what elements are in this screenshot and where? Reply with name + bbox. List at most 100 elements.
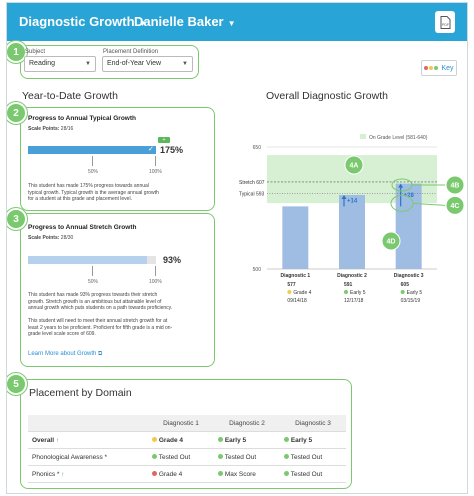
subject-label: Subject bbox=[25, 49, 46, 55]
red-dot-icon bbox=[424, 66, 429, 70]
table-header: Diagnostic 2 bbox=[214, 415, 280, 432]
bar-value-label: 591 bbox=[344, 282, 353, 288]
level-label: Early 5 bbox=[407, 290, 423, 296]
chevron-down-icon: ▼ bbox=[227, 19, 236, 28]
table-header: Diagnostic 1 bbox=[148, 415, 214, 432]
callout-4c-leader bbox=[412, 202, 446, 206]
student-dropdown[interactable]: Danielle Baker ▼ bbox=[134, 14, 236, 29]
svg-text:PDF: PDF bbox=[442, 23, 449, 27]
chevron-down-icon: ▼ bbox=[85, 61, 91, 67]
date-label: 09/14/18 bbox=[287, 298, 307, 304]
table-cell: Tested Out bbox=[214, 448, 280, 466]
pdf-icon: PDF bbox=[440, 15, 450, 29]
scale-value: 28/30 bbox=[60, 235, 74, 241]
external-link-icon: ⧉ bbox=[98, 351, 103, 357]
legend-label: On Grade Level (581-640) bbox=[369, 135, 428, 141]
tick-50: 50% bbox=[88, 279, 99, 285]
callout-5: 5 bbox=[7, 373, 27, 395]
table-row: Phonics * ↑ Grade 4 Max Score Tested Out bbox=[28, 465, 346, 483]
overall-growth-chart: On Grade Level (581-640) 650 500 Diagnostic… bbox=[239, 134, 465, 304]
ytd-heading: Year-to-Date Growth bbox=[22, 90, 118, 102]
typical-growth-card bbox=[20, 107, 215, 211]
legend-swatch bbox=[360, 134, 366, 139]
cell-value: Early 5 bbox=[224, 436, 247, 444]
tick-50-mark bbox=[92, 156, 93, 166]
callout-4d-label: 4D bbox=[387, 239, 396, 246]
callout-4d bbox=[381, 231, 401, 251]
bar-diagnostic-3 bbox=[395, 183, 422, 269]
date-label: 12/17/18 bbox=[344, 298, 364, 304]
y-tick-label: 500 bbox=[253, 267, 262, 273]
stretch-bar-fill bbox=[28, 256, 148, 264]
placement-table: Diagnostic 1 Diagnostic 2 Diagnostic 3 O… bbox=[28, 415, 346, 483]
placement-select[interactable]: End-of-Year View ▼ bbox=[102, 56, 193, 72]
stretch-label: Stretch 607 bbox=[239, 180, 265, 186]
callout-4c-label: 4C bbox=[451, 203, 460, 210]
cell-value: Tested Out bbox=[224, 453, 257, 461]
callout-4b-label: 4B bbox=[451, 182, 460, 189]
chevron-down-icon: ▼ bbox=[182, 61, 188, 67]
y-tick-label: 650 bbox=[253, 145, 262, 151]
table-cell: Tested Out bbox=[148, 448, 214, 466]
date-label: 03/15/19 bbox=[401, 298, 421, 304]
status-dot-icon bbox=[284, 470, 289, 476]
placement-heading: Placement by Domain bbox=[29, 387, 132, 399]
typical-bar-fill bbox=[28, 146, 156, 154]
table-cell: Early 5 bbox=[280, 431, 346, 449]
subject-select[interactable]: Reading ▼ bbox=[24, 56, 96, 72]
stretch-description: This student has made 93% progress towar… bbox=[28, 292, 173, 311]
growth-label: +14 bbox=[347, 199, 358, 205]
domain-label: Phonological Awareness * bbox=[32, 453, 108, 461]
scale-label: Scale Points: bbox=[28, 126, 60, 132]
typical-title: Progress to Annual Typical Growth bbox=[28, 115, 136, 122]
tick-100-mark bbox=[155, 156, 156, 166]
arrow-up-icon bbox=[398, 183, 404, 188]
bonus-tag-icon: + bbox=[158, 137, 170, 143]
stretch-growth-card bbox=[20, 213, 215, 367]
tick-100: 100% bbox=[149, 169, 162, 175]
table-cell: Grade 4 bbox=[148, 431, 214, 449]
placement-section bbox=[20, 379, 352, 489]
x-tick-label: Diagnostic 2 bbox=[337, 273, 367, 279]
report-title-dropdown[interactable]: Diagnostic Growth ▼ bbox=[19, 14, 146, 29]
callout-4c bbox=[445, 195, 465, 215]
cell-value: Grade 4 bbox=[158, 470, 183, 478]
pdf-button[interactable]: PDF bbox=[435, 11, 455, 33]
table-cell: Early 5 bbox=[214, 431, 280, 449]
cell-value: Tested Out bbox=[290, 470, 323, 478]
arrow-up-icon bbox=[341, 194, 347, 199]
stretch-title: Progress to Annual Stretch Growth bbox=[28, 224, 137, 231]
learn-more-link[interactable]: Learn More about Growth ⧉ bbox=[28, 351, 102, 358]
domain-name: Phonics * ↑ bbox=[28, 465, 148, 483]
typical-description: This student has made 175% progress towa… bbox=[28, 183, 159, 202]
bar-diagnostic-2 bbox=[339, 194, 365, 269]
x-tick-label: Diagnostic 1 bbox=[280, 273, 310, 279]
domain-name: Overall ↑ bbox=[28, 431, 148, 449]
level-label: Grade 4 bbox=[293, 290, 311, 296]
table-header-row: Diagnostic 1 Diagnostic 2 Diagnostic 3 bbox=[28, 415, 346, 432]
report-title: Diagnostic Growth bbox=[19, 14, 135, 29]
level-dot-icon bbox=[344, 290, 348, 294]
callout-4a bbox=[344, 155, 364, 175]
typical-label: Typical 593 bbox=[239, 191, 265, 197]
status-dot-icon bbox=[152, 470, 157, 476]
key-label: Key bbox=[441, 64, 454, 72]
placement-label: Placement Definition bbox=[103, 49, 159, 55]
callout-4b bbox=[445, 175, 465, 195]
typical-percent: 175% bbox=[160, 145, 184, 155]
scale-value: 28/16 bbox=[60, 126, 74, 132]
chevron-down-icon: ▼ bbox=[138, 19, 147, 28]
status-dot-icon bbox=[284, 453, 289, 459]
level-dot-icon bbox=[400, 290, 405, 294]
status-dot-icon bbox=[152, 436, 157, 442]
cell-value: Grade 4 bbox=[158, 436, 184, 444]
tick-100-mark bbox=[155, 266, 156, 276]
status-dot-icon bbox=[152, 453, 157, 459]
table-cell: Max Score bbox=[214, 465, 280, 483]
key-button[interactable]: Key bbox=[421, 60, 457, 76]
app-frame: Diagnostic Growth ▼ Danielle Baker ▼ PDF 1… bbox=[6, 2, 468, 494]
subject-value: Reading bbox=[29, 60, 56, 67]
callout-4a-label: 4A bbox=[350, 163, 359, 170]
tick-100: 100% bbox=[149, 279, 162, 285]
status-dot-icon bbox=[218, 453, 223, 459]
